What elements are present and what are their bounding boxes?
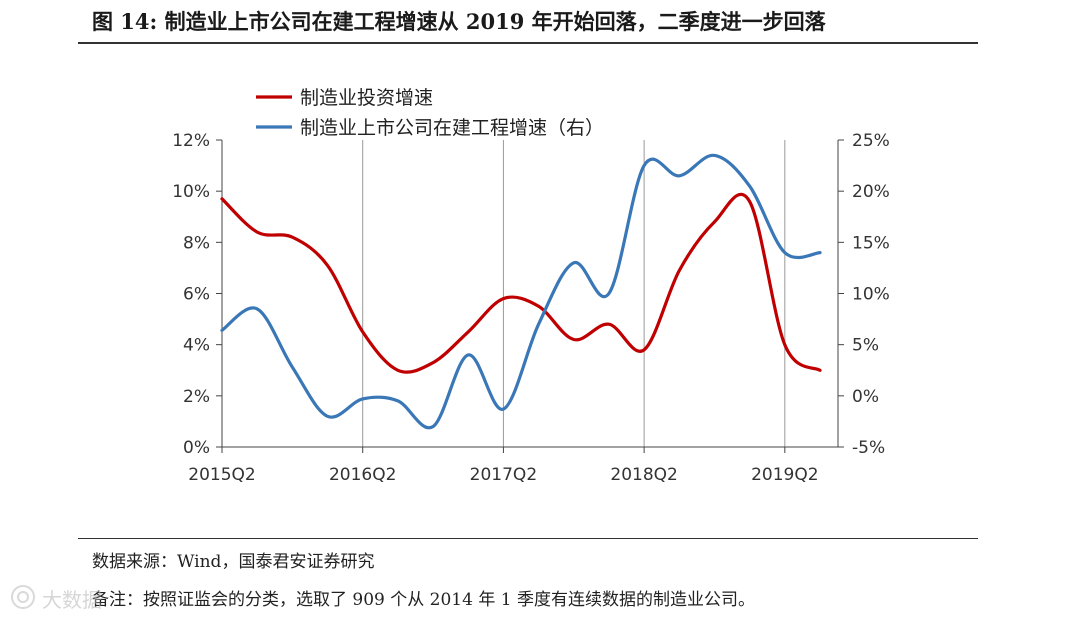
x-axis-tick-label: 2016Q2 [329, 465, 396, 485]
left-axis-tick-label: 8% [183, 233, 210, 253]
right-axis-tick-label: 25% [852, 131, 890, 151]
right-axis-tick-label: 15% [852, 233, 890, 253]
x-axis-tick-label: 2019Q2 [751, 465, 818, 485]
right-axis-tick-label: 5% [852, 336, 879, 356]
title-rule [78, 42, 978, 44]
left-axis-tick-label: 2% [183, 387, 210, 407]
legend-label-2: 制造业上市公司在建工程增速（右） [300, 117, 604, 139]
left-axis-tick-label: 12% [172, 131, 210, 151]
series-line-1 [220, 192, 822, 374]
right-axis-tick-label: 10% [852, 285, 890, 305]
remark-note: 备注：按照证监会的分类，选取了 909 个从 2014 年 1 季度有连续数据的… [92, 590, 755, 610]
left-axis-tick-label: 0% [183, 438, 210, 458]
legend-label-1: 制造业投资增速 [300, 87, 433, 109]
watermark-text: 大数据 [42, 588, 102, 612]
left-axis-tick-label: 6% [183, 285, 210, 305]
right-axis-tick-label: 20% [852, 182, 890, 202]
chart-axes: 0% 2% 4% 6% 8% 10% 12% -5% 0% 5% 10% 15% 20% 25% 2015Q… [172, 131, 890, 485]
series-line-2 [220, 153, 822, 430]
x-axis-tick-label: 2017Q2 [470, 465, 537, 485]
right-axis-tick-label: 0% [852, 387, 879, 407]
data-source-note: 数据来源：Wind，国泰君安证券研究 [92, 552, 375, 572]
left-axis-tick-label: 10% [172, 182, 210, 202]
x-axis-tick-label: 2015Q2 [188, 465, 255, 485]
right-axis-tick-label: -5% [852, 438, 885, 458]
chart-grid [362, 140, 786, 447]
source-rule [78, 538, 978, 539]
watermark-logo-icon [11, 585, 35, 609]
chart-series [220, 153, 822, 430]
figure-title: 图 14: 制造业上市公司在建工程增速从 2019 年开始回落，二季度进一步回落 [92, 9, 826, 34]
chart: 0% 2% 4% 6% 8% 10% 12% -5% 0% 5% 10% 15% 20% 25% 2015Q… [172, 87, 890, 485]
x-axis-tick-label: 2018Q2 [610, 465, 677, 485]
left-axis-tick-label: 4% [183, 336, 210, 356]
